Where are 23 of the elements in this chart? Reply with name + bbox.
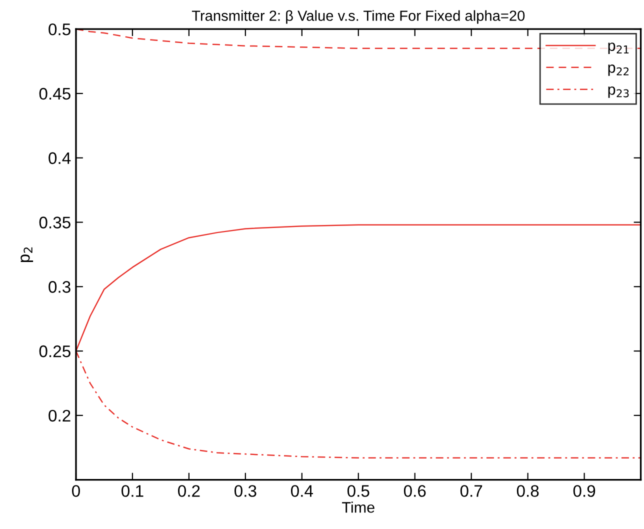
x-axis-title: Time [342,502,374,513]
x-tick-label: 0 [72,485,80,497]
x-tick-label: 0.9 [573,485,596,497]
y-axis-title: p$_{2}$ [20,247,34,262]
x-tick-label: 0.1 [122,485,144,497]
x-tick-label: 0.3 [234,485,256,497]
x-tick-label: 0.5 [347,485,370,497]
legend-label: p$_{23}$ [608,86,629,98]
chart-title: Transmitter 2: β Value v.s. Time For Fixed alpha=20 [192,10,525,24]
x-tick-label: 0.8 [516,485,539,497]
y-tick-label: 0.2 [48,410,70,422]
x-tick-label: 0.4 [290,485,314,497]
x-tick-label: 0.6 [404,485,426,497]
x-tick-label: 0.7 [460,485,482,497]
y-tick-label: 0.25 [39,345,70,358]
legend-label: p$_{22}$ [608,64,628,76]
y-tick-label: 0.5 [48,23,70,36]
legend-label: p$_{21}$ [608,42,629,54]
y-tick-label: 0.3 [48,281,70,293]
x-tick-label: 0.2 [178,485,200,497]
y-tick-label: 0.45 [39,88,70,100]
y-tick-label: 0.4 [48,152,71,164]
y-tick-label: 0.35 [39,216,70,228]
